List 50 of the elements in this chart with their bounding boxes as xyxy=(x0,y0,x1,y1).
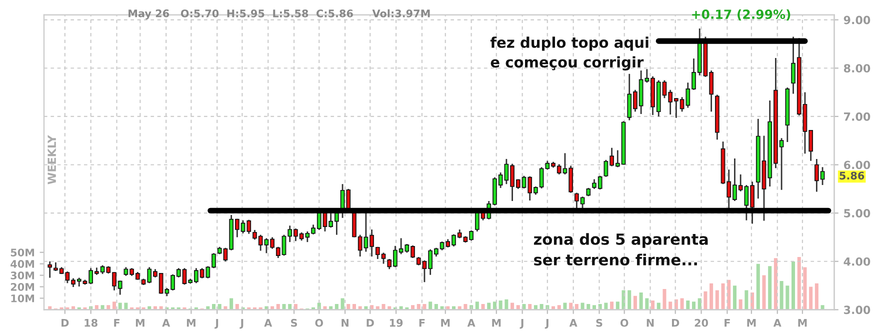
x-tick-label: A xyxy=(467,319,476,327)
x-tick-label: S xyxy=(596,318,602,327)
x-tick-label: J xyxy=(544,319,548,329)
y-tick-label: 7.00 xyxy=(844,112,870,121)
y-tick-label: 4.00 xyxy=(844,257,870,266)
x-tick-label: J xyxy=(214,319,218,329)
annotation: Vol:3.97M xyxy=(372,9,430,18)
y-tick-label: 9.00 xyxy=(844,16,870,24)
x-tick-label: F xyxy=(724,319,730,327)
x-tick-label: N xyxy=(342,319,348,327)
y-tick-label: 6.00 xyxy=(844,160,870,170)
y2-tick-label: 20M xyxy=(10,282,34,291)
y2-tick-label: 10M xyxy=(11,294,34,302)
x-tick-label: M xyxy=(492,319,501,327)
x-tick-label: S xyxy=(291,318,298,327)
annotation: O:5.70 H:5.95 L:5.58 C:5.86 xyxy=(180,10,353,18)
x-tick-label: M xyxy=(441,319,450,327)
y2-tick-label: 50M xyxy=(10,248,34,256)
y2-tick-label: 30M xyxy=(10,272,34,280)
x-tick-label: A xyxy=(773,319,782,327)
y-tick-label: 8.00 xyxy=(844,64,870,73)
x-tick-label: M xyxy=(747,319,756,327)
x-tick-label: F xyxy=(114,319,120,327)
x-tick-label: 19 xyxy=(390,318,403,327)
y2-tick-label: 40M xyxy=(10,260,34,268)
y-tick-label: 3.00 xyxy=(844,306,870,314)
x-tick-label: F xyxy=(419,319,425,327)
annotation: May 26 xyxy=(128,9,170,20)
x-tick-label: M xyxy=(798,319,807,327)
x-tick-label: O xyxy=(315,318,324,327)
annotation: fez duplo topo aqui e começou corrigir xyxy=(490,36,648,71)
x-tick-label: J xyxy=(240,319,244,329)
x-tick-label: J xyxy=(520,319,524,329)
x-tick-label: A xyxy=(264,319,272,327)
x-tick-label: D xyxy=(366,319,374,327)
x-tick-label: 18 xyxy=(84,318,98,327)
x-tick-label: A xyxy=(569,319,578,327)
x-tick-label: A xyxy=(162,319,170,327)
annotation: +0.17 (2.99%) xyxy=(692,9,790,20)
x-tick-label: 20 xyxy=(694,318,708,327)
annotation: 5.86 xyxy=(840,172,864,180)
x-tick-label: O xyxy=(620,318,628,327)
x-tick-label: N xyxy=(646,319,654,327)
x-tick-label: D xyxy=(672,319,680,327)
x-tick-label: M xyxy=(186,319,196,327)
x-tick-label: D xyxy=(62,319,69,327)
annotation: zona dos 5 aparenta ser terreno firme... xyxy=(534,233,708,266)
x-tick-label: M xyxy=(136,319,144,327)
y-tick-label: 5.00 xyxy=(844,209,870,218)
annotation: WEEKLY xyxy=(48,135,56,184)
